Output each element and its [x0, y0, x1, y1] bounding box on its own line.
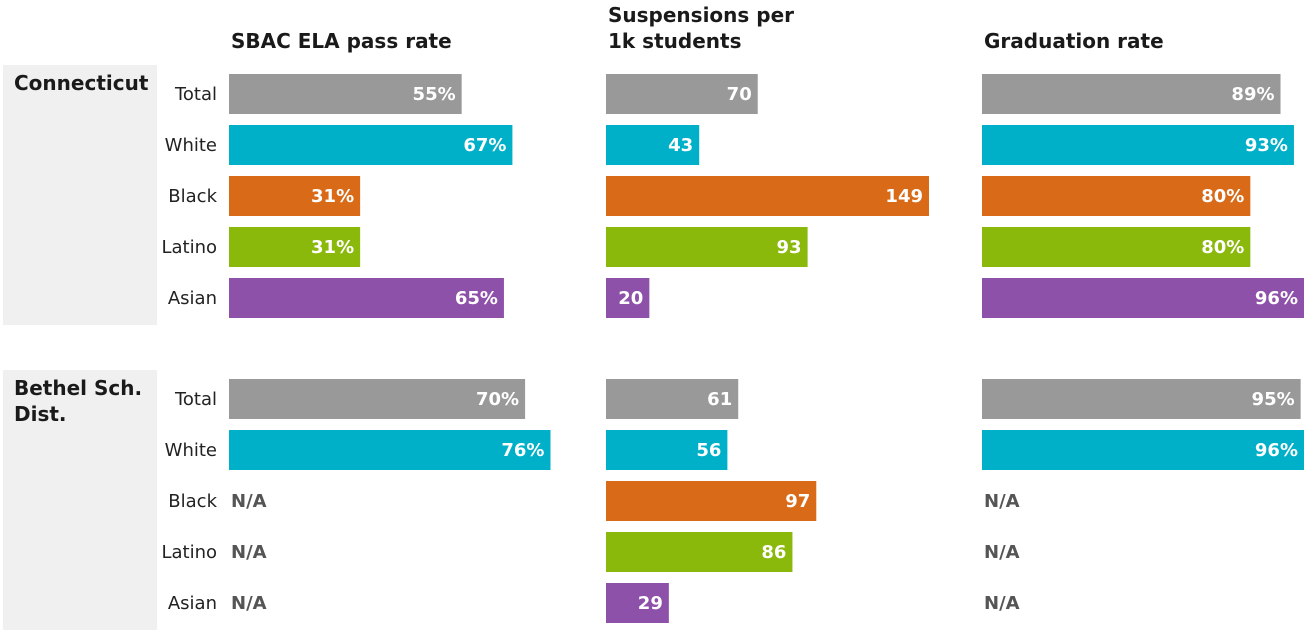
- bar-bethel-sch-dist-total-suspensions-per-1k-students: [606, 379, 739, 419]
- data-label: 56: [696, 440, 721, 461]
- data-label: 93%: [1245, 135, 1288, 156]
- data-label: 65%: [455, 288, 498, 309]
- bar-connecticut-total-graduation-rate: [982, 74, 1281, 114]
- data-label: 61: [707, 389, 732, 410]
- data-label: 96%: [1255, 440, 1298, 461]
- data-label: 80%: [1201, 186, 1244, 207]
- data-label: 97: [785, 491, 810, 512]
- group-panel-bethel-sch-dist: [3, 370, 157, 630]
- bar-connecticut-white-sbac-ela-pass-rate: [229, 125, 513, 165]
- data-label: 70: [727, 84, 752, 105]
- category-label-total: Total: [174, 84, 217, 105]
- category-label-asian: Asian: [168, 593, 217, 614]
- data-label: 29: [638, 593, 663, 614]
- na-label: N/A: [984, 593, 1020, 614]
- column-header-sbac-ela-pass-rate: SBAC ELA pass rate: [231, 29, 452, 53]
- column-header-suspensions-per-1k-students: Suspensions per: [608, 3, 794, 27]
- bar-bethel-sch-dist-white-graduation-rate: [982, 430, 1304, 470]
- category-label-white: White: [165, 135, 217, 156]
- bar-connecticut-total-sbac-ela-pass-rate: [229, 74, 462, 114]
- group-label-bethel-sch-dist: Bethel Sch.: [14, 376, 142, 400]
- category-label-latino: Latino: [161, 542, 217, 563]
- column-header-suspensions-per-1k-students: 1k students: [608, 29, 741, 53]
- bar-bethel-sch-dist-black-suspensions-per-1k-students: [606, 481, 817, 521]
- data-label: 67%: [463, 135, 506, 156]
- bar-connecticut-latino-graduation-rate: [982, 227, 1251, 267]
- category-label-black: Black: [168, 491, 217, 512]
- bar-connecticut-total-suspensions-per-1k-students: [606, 74, 758, 114]
- bar-bethel-sch-dist-asian-suspensions-per-1k-students: [606, 583, 669, 623]
- bar-connecticut-black-suspensions-per-1k-students: [606, 176, 929, 216]
- bar-connecticut-latino-suspensions-per-1k-students: [606, 227, 808, 267]
- data-label: 70%: [476, 389, 519, 410]
- data-label: 86: [761, 542, 786, 563]
- bar-connecticut-white-suspensions-per-1k-students: [606, 125, 700, 165]
- group-label-bethel-sch-dist: Dist.: [14, 402, 67, 426]
- bar-bethel-sch-dist-latino-suspensions-per-1k-students: [606, 532, 793, 572]
- bar-bethel-sch-dist-total-sbac-ela-pass-rate: [229, 379, 526, 419]
- data-label: 31%: [311, 186, 354, 207]
- bar-connecticut-latino-sbac-ela-pass-rate: [229, 227, 361, 267]
- data-label: 80%: [1201, 237, 1244, 258]
- bar-connecticut-white-graduation-rate: [982, 125, 1294, 165]
- data-label: 93: [777, 237, 802, 258]
- data-label: 43: [668, 135, 693, 156]
- data-label: 95%: [1252, 389, 1295, 410]
- data-label: 149: [885, 186, 923, 207]
- data-label: 96%: [1255, 288, 1298, 309]
- bar-bethel-sch-dist-white-sbac-ela-pass-rate: [229, 430, 551, 470]
- category-label-asian: Asian: [168, 288, 217, 309]
- column-header-graduation-rate: Graduation rate: [984, 29, 1164, 53]
- category-label-latino: Latino: [161, 237, 217, 258]
- category-label-total: Total: [174, 389, 217, 410]
- category-label-white: White: [165, 440, 217, 461]
- data-label: 89%: [1231, 84, 1274, 105]
- data-label: 76%: [501, 440, 544, 461]
- bar-connecticut-asian-graduation-rate: [982, 278, 1304, 318]
- bar-connecticut-asian-sbac-ela-pass-rate: [229, 278, 504, 318]
- na-label: N/A: [231, 542, 267, 563]
- data-label: 20: [618, 288, 643, 309]
- na-label: N/A: [984, 491, 1020, 512]
- group-panel-connecticut: [3, 65, 157, 325]
- bar-bethel-sch-dist-total-graduation-rate: [982, 379, 1301, 419]
- data-label: 31%: [311, 237, 354, 258]
- group-label-connecticut: Connecticut: [14, 71, 149, 95]
- na-label: N/A: [984, 542, 1020, 563]
- na-label: N/A: [231, 593, 267, 614]
- bar-connecticut-asian-suspensions-per-1k-students: [606, 278, 650, 318]
- category-label-black: Black: [168, 186, 217, 207]
- data-label: 55%: [413, 84, 456, 105]
- bar-bethel-sch-dist-white-suspensions-per-1k-students: [606, 430, 728, 470]
- bar-connecticut-black-sbac-ela-pass-rate: [229, 176, 361, 216]
- bar-connecticut-black-graduation-rate: [982, 176, 1251, 216]
- na-label: N/A: [231, 491, 267, 512]
